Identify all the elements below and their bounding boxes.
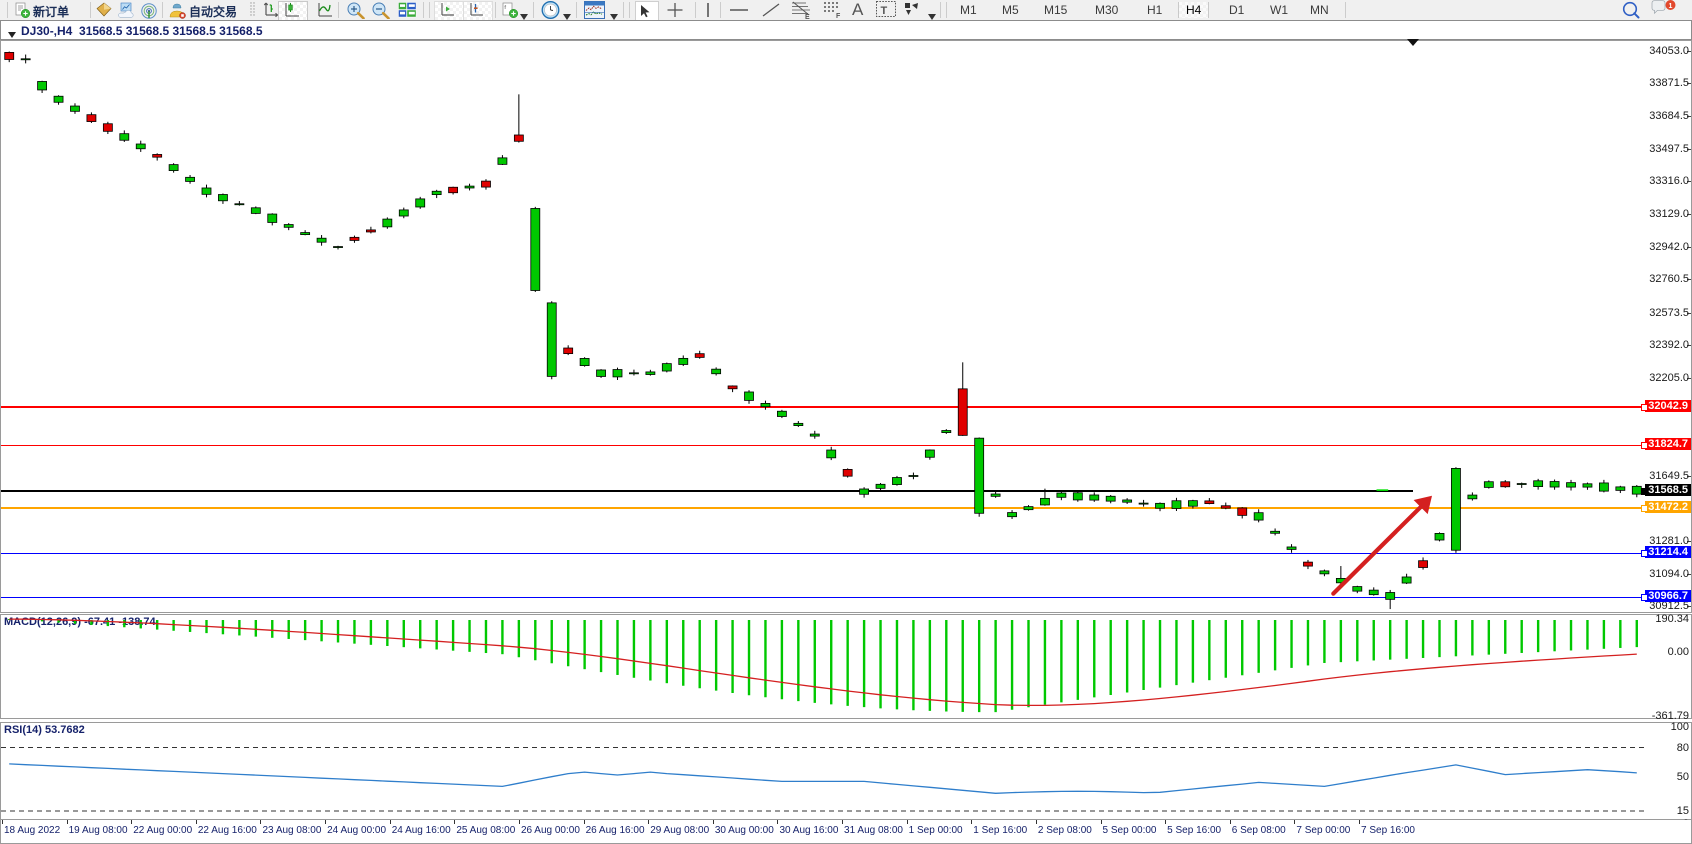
svg-text:f: f (504, 5, 506, 11)
svg-text:E: E (805, 14, 810, 19)
svg-text:F: F (836, 13, 841, 18)
svg-text:1: 1 (1669, 3, 1673, 10)
svg-text:T: T (881, 5, 888, 17)
